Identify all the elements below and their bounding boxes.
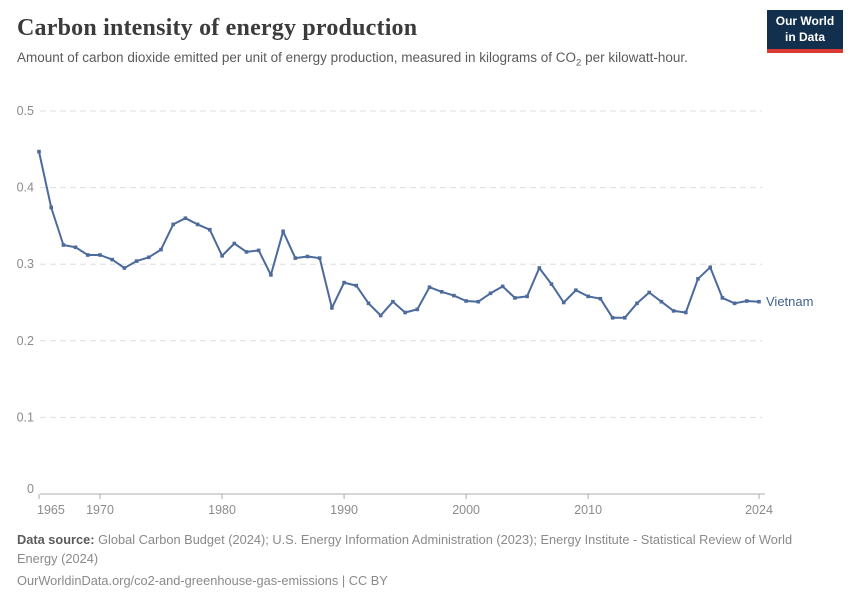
data-point[interactable] [256,248,261,253]
data-point[interactable] [86,253,90,257]
data-source-line: Data source: Global Carbon Budget (2024)… [17,531,827,568]
data-point[interactable] [244,250,249,254]
data-point[interactable] [183,216,188,220]
data-point[interactable] [415,307,420,312]
data-point[interactable] [427,285,432,289]
data-point[interactable] [647,290,651,295]
data-point[interactable] [342,280,346,285]
data-point[interactable] [73,245,78,250]
data-point[interactable] [452,293,456,298]
data-point[interactable] [476,299,481,304]
chart-header: Carbon intensity of energy production Am… [17,15,755,69]
chart-footer: Data source: Global Carbon Budget (2024)… [17,531,833,588]
data-point[interactable] [537,266,542,270]
y-tick-label: 0.3 [17,257,34,271]
data-point[interactable] [696,277,700,281]
x-tick-label: 2000 [452,503,480,517]
data-source-label: Data source: [17,532,95,547]
y-tick-label: 0.5 [17,104,34,118]
data-point[interactable] [159,247,163,252]
series-end-label[interactable]: Vietnam [766,294,813,309]
data-point[interactable] [281,229,285,234]
data-point[interactable] [269,273,273,277]
data-point[interactable] [208,227,212,232]
data-point[interactable] [745,299,749,303]
x-tick-label: 1965 [37,503,65,517]
data-point[interactable] [293,256,298,260]
subtitle-text: Amount of carbon dioxide emitted per uni… [17,50,577,66]
data-point[interactable] [561,300,566,305]
x-tick-label: 2024 [745,503,773,517]
data-point[interactable] [317,256,322,260]
data-point[interactable] [330,306,334,310]
owid-logo[interactable]: Our World in Data [767,10,843,53]
chart-area[interactable]: 0 0.1 0.2 0.3 0.4 0.5 1965 1970 1980 1990 2000 2010… [0,100,850,525]
chart-subtitle: Amount of carbon dioxide emitted per uni… [17,48,697,68]
line-chart[interactable]: 0 0.1 0.2 0.3 0.4 0.5 1965 1970 1980 1990 2000 2010… [0,100,850,525]
data-point[interactable] [98,253,102,257]
data-point[interactable] [598,296,603,301]
data-point[interactable] [684,310,688,315]
data-point[interactable] [122,266,127,270]
y-tick-label: 0.2 [17,334,34,348]
data-source-text: Global Carbon Budget (2024); U.S. Energy… [17,532,793,566]
data-point[interactable] [732,301,737,306]
y-tick-label: 0.4 [17,181,34,195]
data-point[interactable] [623,316,627,320]
data-point[interactable] [635,301,639,306]
x-tick-label: 2010 [574,503,602,517]
data-point[interactable] [220,254,224,258]
data-point[interactable] [134,259,139,263]
data-point[interactable] [488,291,493,296]
data-point[interactable] [37,149,41,154]
data-point[interactable] [171,222,175,227]
data-point[interactable] [110,257,114,262]
x-tick-label: 1980 [208,503,236,517]
data-point[interactable] [525,294,529,299]
data-point[interactable] [378,313,383,318]
subtitle-text-end: per kilowatt-hour. [581,50,688,66]
data-point[interactable] [574,288,578,292]
data-point[interactable] [659,299,664,304]
y-tick-label: 0 [27,482,34,496]
data-point[interactable] [391,299,395,304]
owid-logo-line1: Our World [775,13,835,28]
data-point[interactable] [366,301,371,306]
x-tick-label: 1970 [86,503,114,517]
data-point[interactable] [720,296,725,300]
data-point[interactable] [439,290,444,294]
y-tick-label: 0.1 [17,410,34,424]
data-point[interactable] [708,265,712,270]
data-point[interactable] [500,284,505,289]
data-point[interactable] [232,241,237,246]
page-title: Carbon intensity of energy production [17,15,418,41]
data-point[interactable] [671,309,676,313]
data-point[interactable] [549,282,554,286]
data-point[interactable] [610,316,615,320]
data-point[interactable] [354,283,359,288]
data-point[interactable] [61,243,66,247]
data-point[interactable] [305,254,310,259]
owid-logo-line2: in Data [784,29,825,44]
data-point[interactable] [49,205,53,210]
series-line-vietnam[interactable] [38,150,760,319]
data-point[interactable] [464,299,468,303]
subtitle-subscript: 2 [576,58,582,70]
data-point[interactable] [513,296,517,300]
data-point[interactable] [586,294,590,299]
x-tick-label: 1990 [330,503,358,517]
citation-link[interactable]: OurWorldinData.org/co2-and-greenhouse-ga… [17,573,388,589]
data-point[interactable] [757,299,761,304]
data-point[interactable] [195,222,200,227]
data-point[interactable] [403,310,407,315]
data-point[interactable] [147,255,151,260]
